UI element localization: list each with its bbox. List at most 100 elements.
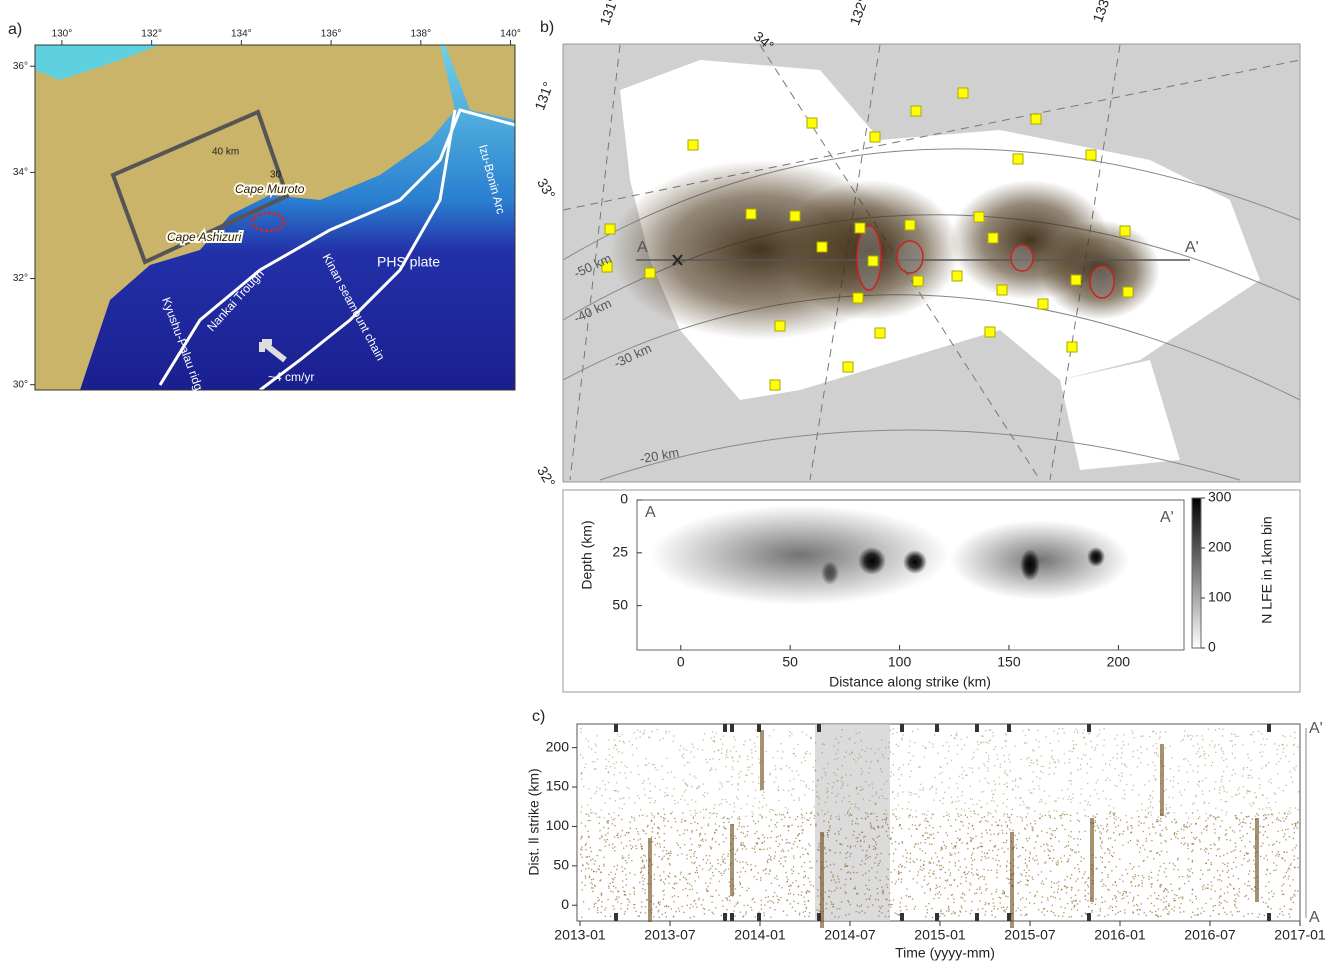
lfe-dot xyxy=(609,798,610,799)
lfe-dot xyxy=(988,812,989,813)
lfe-dot xyxy=(853,835,854,836)
lfe-dot xyxy=(769,774,770,775)
lfe-dot xyxy=(1235,736,1236,737)
lfe-dot xyxy=(1049,851,1050,852)
lfe-dot xyxy=(1042,772,1043,773)
lfe-dot xyxy=(727,818,728,819)
lfe-dot xyxy=(1007,799,1008,800)
lfe-dot xyxy=(779,860,780,861)
lfe-dot xyxy=(898,804,899,805)
lfe-dot xyxy=(1168,914,1169,915)
lfe-dot xyxy=(1227,872,1228,873)
lfe-dot xyxy=(1071,916,1072,917)
lfe-dot xyxy=(1110,760,1111,761)
lfe-dot xyxy=(1002,890,1003,891)
lfe-dot xyxy=(608,822,609,823)
lfe-dot xyxy=(1099,914,1100,915)
lfe-dot xyxy=(1069,855,1070,856)
lfe-dot xyxy=(775,765,776,766)
lfe-dot xyxy=(723,841,724,842)
lfe-dot xyxy=(1024,742,1025,743)
lfe-dot xyxy=(739,816,740,817)
lfe-dot xyxy=(1054,915,1055,916)
lfe-dot xyxy=(1282,830,1283,831)
lfe-dot xyxy=(677,802,678,803)
lfe-dot xyxy=(883,757,884,758)
lfe-dot xyxy=(668,883,669,884)
lfe-dot xyxy=(629,893,630,894)
lfe-dot xyxy=(742,861,743,862)
lfe-dot xyxy=(755,790,756,791)
lfe-dot xyxy=(844,884,845,885)
lfe-dot xyxy=(793,866,794,867)
lfe-dot xyxy=(935,894,936,895)
lfe-dot xyxy=(868,870,869,871)
lfe-dot xyxy=(605,759,606,760)
lfe-dot xyxy=(739,822,740,823)
lfe-dot xyxy=(929,788,930,789)
lfe-dot xyxy=(867,816,868,817)
lfe-dot xyxy=(1169,807,1170,808)
lfe-dot xyxy=(1247,861,1248,862)
lfe-dot xyxy=(1202,790,1203,791)
lfe-dot xyxy=(892,843,893,844)
lfe-dot xyxy=(604,784,605,785)
strike-end: A xyxy=(1309,909,1320,926)
lfe-dot xyxy=(1026,865,1027,866)
lfe-dot xyxy=(1017,893,1018,894)
lfe-dot xyxy=(819,843,820,844)
lfe-dot xyxy=(798,873,799,874)
lfe-dot xyxy=(1081,915,1082,916)
lfe-dot xyxy=(804,916,805,917)
lfe-dot xyxy=(1116,866,1117,867)
lfe-dot xyxy=(1165,814,1166,815)
strike-end: A' xyxy=(1309,720,1323,737)
lfe-dot xyxy=(684,791,685,792)
lfe-dot xyxy=(632,754,633,755)
lfe-dot xyxy=(1246,816,1247,817)
lfe-dot xyxy=(1160,835,1161,836)
lfe-dot xyxy=(885,916,886,917)
lfe-dot xyxy=(1097,736,1098,737)
lfe-dot xyxy=(979,800,980,801)
lfe-dot xyxy=(1243,818,1244,819)
lfe-dot xyxy=(1196,735,1197,736)
lfe-dot xyxy=(1050,743,1051,744)
lfe-dot xyxy=(1154,892,1155,893)
lfe-dot xyxy=(592,858,593,859)
lfe-dot xyxy=(934,777,935,778)
lfe-dot xyxy=(1125,815,1126,816)
lfe-dot xyxy=(690,873,691,874)
lfe-dot xyxy=(974,813,975,814)
lfe-dot xyxy=(585,825,586,826)
lfe-dot xyxy=(1188,858,1189,859)
lfe-dot xyxy=(954,880,955,881)
lfe-dot xyxy=(1222,786,1223,787)
lfe-dot xyxy=(1113,807,1114,808)
lfe-dot xyxy=(646,765,647,766)
lfe-dot xyxy=(754,746,755,747)
lfe-dot xyxy=(827,788,828,789)
lfe-dot xyxy=(1154,765,1155,766)
lfe-dot xyxy=(924,893,925,894)
lfe-dot xyxy=(640,731,641,732)
lfe-dot xyxy=(1048,855,1049,856)
lfe-dot xyxy=(850,737,851,738)
lfe-dot xyxy=(674,895,675,896)
lfe-dot xyxy=(769,825,770,826)
lfe-dot xyxy=(809,867,810,868)
lfe-dot xyxy=(595,793,596,794)
lfe-dot xyxy=(898,871,899,872)
lfe-dot xyxy=(845,891,846,892)
lfe-dot xyxy=(1042,881,1043,882)
lfe-dot xyxy=(850,872,851,873)
lfe-dot xyxy=(666,916,667,917)
lfe-dot xyxy=(714,740,715,741)
lfe-dot xyxy=(1173,780,1174,781)
lfe-dot xyxy=(781,743,782,744)
lfe-dot xyxy=(662,850,663,851)
lfe-dot xyxy=(903,764,904,765)
lfe-dot xyxy=(589,820,590,821)
lfe-dot xyxy=(922,835,923,836)
lfe-dot xyxy=(862,850,863,851)
